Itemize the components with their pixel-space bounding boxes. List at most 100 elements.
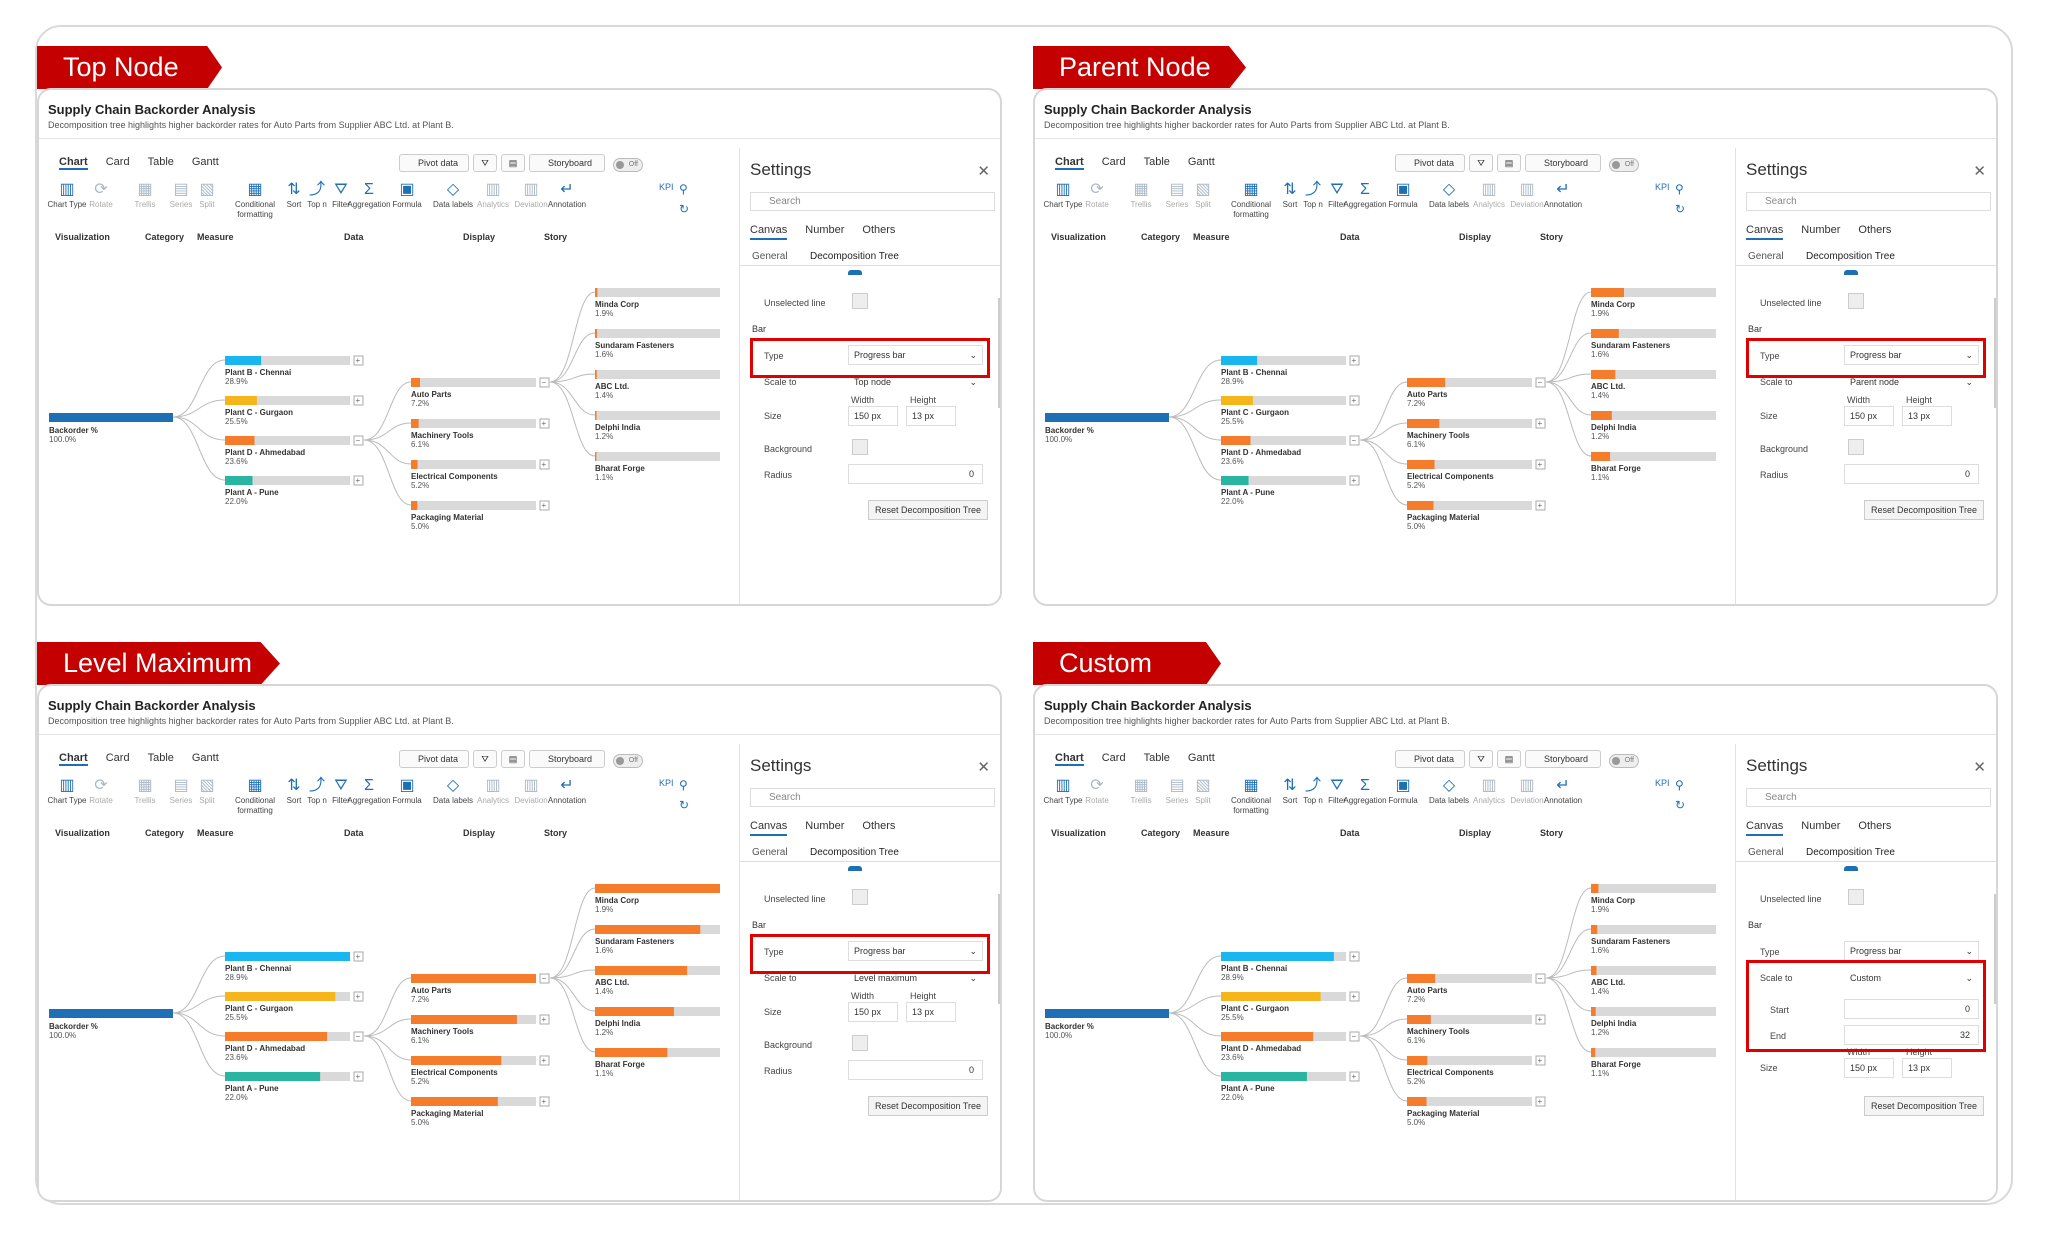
expand-toggle[interactable] xyxy=(353,991,364,1002)
expand-toggle[interactable] xyxy=(1535,1055,1546,1066)
chart-type-button[interactable]: ▥ Chart Type xyxy=(45,180,89,210)
tab-table[interactable]: Table xyxy=(147,156,174,168)
chart-type-button[interactable]: ▥ Chart Type xyxy=(1041,180,1085,210)
search-icon[interactable]: ⚲ xyxy=(1675,778,1684,792)
storyboard-button[interactable]: Storyboard xyxy=(529,154,605,172)
tree-bar-supplier[interactable] xyxy=(595,884,720,893)
tree-bar-supplier[interactable] xyxy=(595,1048,668,1057)
series-button[interactable]: ▤ Series xyxy=(159,180,203,210)
close-icon[interactable]: ✕ xyxy=(1973,759,1986,776)
pivot-data-button[interactable]: Pivot data xyxy=(1395,750,1465,768)
settings-tab-canvas[interactable]: Canvas xyxy=(1746,820,1784,836)
tree-bar-supplier[interactable] xyxy=(595,411,597,420)
expand-toggle[interactable] xyxy=(539,973,550,984)
width-input[interactable]: 150 px xyxy=(1844,406,1894,426)
width-input[interactable]: 150 px xyxy=(1844,1058,1894,1078)
settings-scrollbar[interactable] xyxy=(998,894,1000,1004)
scale-to-select[interactable]: Top node ⌄ xyxy=(848,372,983,392)
reset-decomposition-tree-button[interactable]: Reset Decomposition Tree xyxy=(868,1096,988,1116)
tree-bar-plant[interactable] xyxy=(225,396,257,405)
settings-search-input[interactable]: Search xyxy=(750,788,995,807)
tree-bar-category[interactable] xyxy=(1407,419,1440,428)
settings-tab-canvas[interactable]: Canvas xyxy=(750,820,788,836)
settings-search-input[interactable]: Search xyxy=(1746,192,1991,211)
storyboard-toggle[interactable]: Off xyxy=(613,158,643,172)
height-input[interactable]: 13 px xyxy=(1902,406,1952,426)
search-icon[interactable]: ⚲ xyxy=(1675,182,1684,196)
split-button[interactable]: ▧ Split xyxy=(185,776,229,806)
unselected-line-color[interactable] xyxy=(852,889,868,905)
subtab-general[interactable]: General xyxy=(752,847,788,858)
tree-bar-supplier[interactable] xyxy=(1591,1007,1596,1016)
tree-bar-category[interactable] xyxy=(411,1097,498,1106)
expand-toggle[interactable] xyxy=(353,355,364,366)
tree-bar-category[interactable] xyxy=(411,501,418,510)
tree-bar-plant[interactable] xyxy=(225,476,253,485)
trellis-button[interactable]: ▦ Trellis xyxy=(123,180,167,210)
tree-bar-category[interactable] xyxy=(1407,1015,1431,1024)
scale-to-select[interactable]: Level maximum ⌄ xyxy=(848,968,983,988)
expand-toggle[interactable] xyxy=(353,1031,364,1042)
storyboard-button[interactable]: Storyboard xyxy=(529,750,605,768)
annotation-button[interactable]: ↵ Annotation xyxy=(1541,776,1585,806)
analytics-button[interactable]: ▥ Analytics xyxy=(1467,180,1511,210)
refresh-icon[interactable]: ↻ xyxy=(1675,798,1686,812)
trellis-button[interactable]: ▦ Trellis xyxy=(1119,776,1163,806)
export-button[interactable]: ▤ xyxy=(501,750,525,768)
kpi-icon[interactable]: KPI xyxy=(659,778,674,788)
unselected-line-color[interactable] xyxy=(1848,889,1864,905)
tab-gantt[interactable]: Gantt xyxy=(1187,156,1215,168)
tab-chart[interactable]: Chart xyxy=(1055,752,1084,766)
scale-to-select[interactable]: Parent node ⌄ xyxy=(1844,372,1979,392)
settings-tab-others[interactable]: Others xyxy=(1858,224,1892,236)
settings-scrollbar[interactable] xyxy=(998,298,1000,408)
expand-toggle[interactable] xyxy=(539,1096,550,1107)
expand-toggle[interactable] xyxy=(1349,395,1360,406)
formula-button[interactable]: ▣ Formula xyxy=(385,180,429,210)
filter-pane-button[interactable]: ⛛ xyxy=(1469,750,1493,768)
tree-bar-supplier[interactable] xyxy=(1591,966,1597,975)
expand-toggle[interactable] xyxy=(353,951,364,962)
color-swatch[interactable] xyxy=(848,270,862,275)
conditional-formatting-button[interactable]: ▦ Conditional formatting xyxy=(1229,776,1273,816)
settings-search-input[interactable]: Search xyxy=(1746,788,1991,807)
refresh-icon[interactable]: ↻ xyxy=(1675,202,1686,216)
tree-bar-root[interactable] xyxy=(49,413,173,422)
height-input[interactable]: 13 px xyxy=(906,406,956,426)
type-select[interactable]: Progress bar ⌄ xyxy=(848,345,983,365)
export-button[interactable]: ▤ xyxy=(501,154,525,172)
tree-bar-supplier[interactable] xyxy=(1591,925,1598,934)
top-n-button[interactable]: ⤴ Top n xyxy=(1291,180,1335,210)
expand-toggle[interactable] xyxy=(1349,355,1360,366)
width-input[interactable]: 150 px xyxy=(848,1002,898,1022)
top-n-button[interactable]: ⤴ Top n xyxy=(295,180,339,210)
series-button[interactable]: ▤ Series xyxy=(1155,776,1199,806)
subtab-general[interactable]: General xyxy=(1748,251,1784,262)
expand-toggle[interactable] xyxy=(539,459,550,470)
storyboard-button[interactable]: Storyboard xyxy=(1525,154,1601,172)
tree-bar-plant[interactable] xyxy=(1221,356,1258,365)
tree-bar-supplier[interactable] xyxy=(1591,884,1599,893)
unselected-line-color[interactable] xyxy=(1848,293,1864,309)
settings-scrollbar[interactable] xyxy=(1994,298,1996,408)
export-button[interactable]: ▤ xyxy=(1497,154,1521,172)
data-labels-button[interactable]: ◇ Data labels xyxy=(1427,776,1471,806)
color-swatch[interactable] xyxy=(1844,270,1858,275)
deviation-button[interactable]: ▥ Deviation xyxy=(509,180,553,210)
settings-scrollbar[interactable] xyxy=(1994,894,1996,1004)
radius-input[interactable]: 0 xyxy=(1844,464,1979,484)
settings-tab-number[interactable]: Number xyxy=(805,820,845,832)
tree-bar-supplier[interactable] xyxy=(1591,370,1616,379)
radius-input[interactable]: 0 xyxy=(848,1060,983,1080)
expand-toggle[interactable] xyxy=(1535,1014,1546,1025)
kpi-icon[interactable]: KPI xyxy=(659,182,674,192)
chart-type-button[interactable]: ▥ Chart Type xyxy=(1041,776,1085,806)
settings-tab-canvas[interactable]: Canvas xyxy=(750,224,788,240)
reset-decomposition-tree-button[interactable]: Reset Decomposition Tree xyxy=(868,500,988,520)
expand-toggle[interactable] xyxy=(539,1055,550,1066)
split-button[interactable]: ▧ Split xyxy=(1181,776,1225,806)
pivot-data-button[interactable]: Pivot data xyxy=(399,750,469,768)
tree-bar-category[interactable] xyxy=(1407,1056,1428,1065)
tab-table[interactable]: Table xyxy=(1143,752,1170,764)
expand-toggle[interactable] xyxy=(353,1071,364,1082)
